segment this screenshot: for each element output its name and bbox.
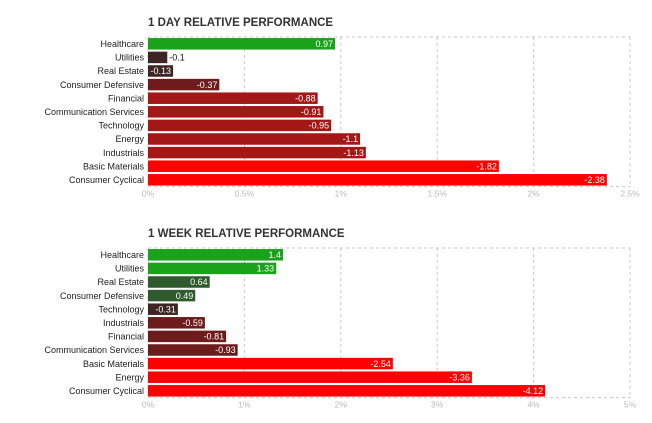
bar <box>148 317 205 329</box>
bar <box>148 276 210 288</box>
value-label: 1.4 <box>268 250 281 260</box>
x-tick-label: 5% <box>624 400 637 410</box>
value-label: -1.13 <box>343 148 364 158</box>
value-label: -1.1 <box>343 134 359 144</box>
chart-title: 1 WEEK RELATIVE PERFORMANCE <box>148 228 345 240</box>
category-label: Communication Services <box>44 345 144 355</box>
bar <box>148 133 361 145</box>
bar <box>148 106 324 118</box>
category-label: Financial <box>108 93 144 103</box>
x-tick-label: 2.5% <box>620 189 640 199</box>
bar <box>148 92 318 104</box>
bar <box>148 262 277 275</box>
x-tick-label: 4% <box>527 400 540 410</box>
value-label: -0.1 <box>169 53 185 63</box>
bar <box>148 51 168 64</box>
category-label: Financial <box>108 332 144 342</box>
category-label: Consumer Defensive <box>60 291 144 301</box>
value-label: -3.36 <box>449 372 470 382</box>
value-label: -0.88 <box>295 93 316 103</box>
value-label: -0.13 <box>151 66 172 76</box>
x-tick-label: 1% <box>238 400 251 410</box>
bar <box>148 385 546 397</box>
value-label: -0.37 <box>197 80 218 90</box>
x-tick-label: 2% <box>335 400 348 410</box>
x-tick-label: 3% <box>431 400 444 410</box>
category-label: Energy <box>115 372 144 382</box>
x-tick-label: 1.5% <box>428 189 448 199</box>
category-label: Energy <box>115 134 144 144</box>
category-label: Industrials <box>103 148 145 158</box>
x-tick-label: 0% <box>142 400 155 410</box>
bar <box>148 65 174 77</box>
value-label: 0.49 <box>176 291 194 301</box>
bar <box>148 357 393 370</box>
category-label: Real Estate <box>97 66 144 76</box>
value-label: 0.64 <box>190 277 208 287</box>
value-label: -2.54 <box>370 359 391 369</box>
value-label: -4.12 <box>523 386 544 396</box>
value-label: -1.82 <box>476 161 497 171</box>
bar <box>148 289 196 302</box>
value-label: -0.93 <box>215 345 236 355</box>
category-label: Healthcare <box>100 39 144 49</box>
category-label: Utilities <box>115 264 145 274</box>
bar <box>148 146 366 159</box>
category-label: Technology <box>98 304 144 314</box>
bar <box>148 303 178 315</box>
category-label: Healthcare <box>100 250 144 260</box>
x-tick-label: 2% <box>527 189 540 199</box>
category-label: Basic Materials <box>83 359 145 369</box>
value-label: -0.91 <box>301 107 322 117</box>
bar <box>148 371 472 383</box>
category-label: Consumer Cyclical <box>69 175 144 185</box>
x-tick-label: 0% <box>142 189 155 199</box>
value-label: -0.81 <box>204 332 225 342</box>
value-label: -0.31 <box>155 304 176 314</box>
category-label: Industrials <box>103 318 145 328</box>
bar <box>148 119 332 132</box>
value-label: 0.97 <box>315 39 333 49</box>
x-tick-label: 0.5% <box>235 189 255 199</box>
x-tick-label: 1% <box>335 189 348 199</box>
day-performance-plot: 0% 0.5% 1% 1.5% 2% 2.5% Healthcare 0.97 Utilitie… <box>44 36 640 199</box>
category-label: Real Estate <box>97 277 144 287</box>
value-label: -2.38 <box>584 175 605 185</box>
bar <box>148 344 238 356</box>
value-label: 1.33 <box>257 264 275 274</box>
category-label: Consumer Cyclical <box>69 386 144 396</box>
value-label: -0.95 <box>309 121 330 131</box>
category-label: Communication Services <box>44 107 144 117</box>
category-label: Utilities <box>115 53 145 63</box>
bar <box>148 78 220 91</box>
bar <box>148 174 607 186</box>
chart-title: 1 DAY RELATIVE PERFORMANCE <box>148 17 334 29</box>
bar <box>148 160 499 172</box>
category-label: Consumer Defensive <box>60 80 144 90</box>
category-label: Technology <box>98 121 144 131</box>
bar <box>148 38 336 50</box>
bar <box>148 330 227 343</box>
category-label: Basic Materials <box>83 161 145 171</box>
value-label: -0.59 <box>182 318 203 328</box>
bar <box>148 249 283 261</box>
